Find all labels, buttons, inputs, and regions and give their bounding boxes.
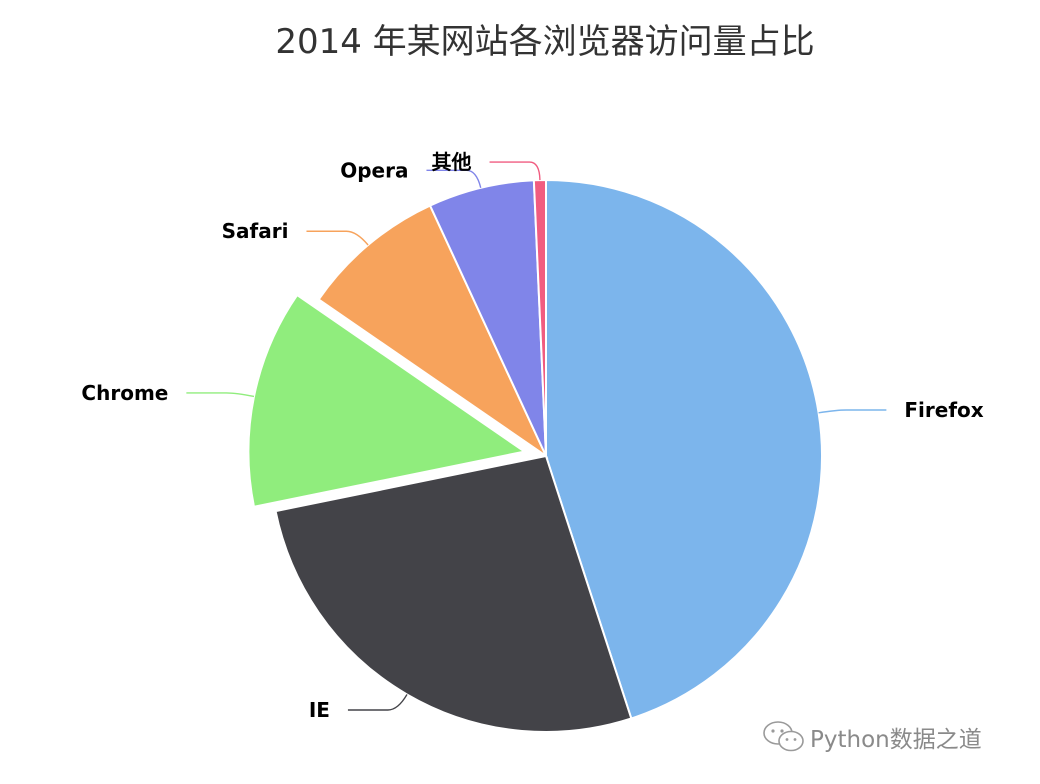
pie-labels: Firefox IE Chrome Safari Opera 其他	[81, 150, 983, 722]
label-firefox: Firefox	[904, 398, 983, 422]
label-ie: IE	[309, 698, 330, 722]
connector-opera	[426, 169, 482, 188]
pie-slice-safari[interactable]	[317, 204, 549, 459]
label-chrome: Chrome	[81, 381, 168, 405]
connector-ie	[347, 694, 408, 711]
connector-safari	[306, 230, 369, 246]
connector-chrome	[186, 392, 255, 398]
pie-slice-firefox[interactable]	[545, 178, 823, 720]
label-safari: Safari	[222, 219, 289, 243]
label-opera: Opera	[340, 158, 408, 182]
watermark: Python数据之道	[762, 720, 982, 754]
pie-connectors	[186, 161, 887, 711]
wechat-icon	[763, 721, 804, 752]
pie-slice-chrome[interactable]	[247, 293, 527, 508]
chart-title: 2014 年某网站各浏览器访问量占比	[275, 22, 815, 62]
pie-slice-other[interactable]	[532, 178, 547, 457]
label-other: 其他	[432, 150, 472, 174]
watermark-text: Python数据之道	[810, 727, 982, 753]
connector-firefox	[818, 409, 887, 414]
pie-slices	[247, 178, 823, 733]
connector-other	[489, 161, 541, 181]
